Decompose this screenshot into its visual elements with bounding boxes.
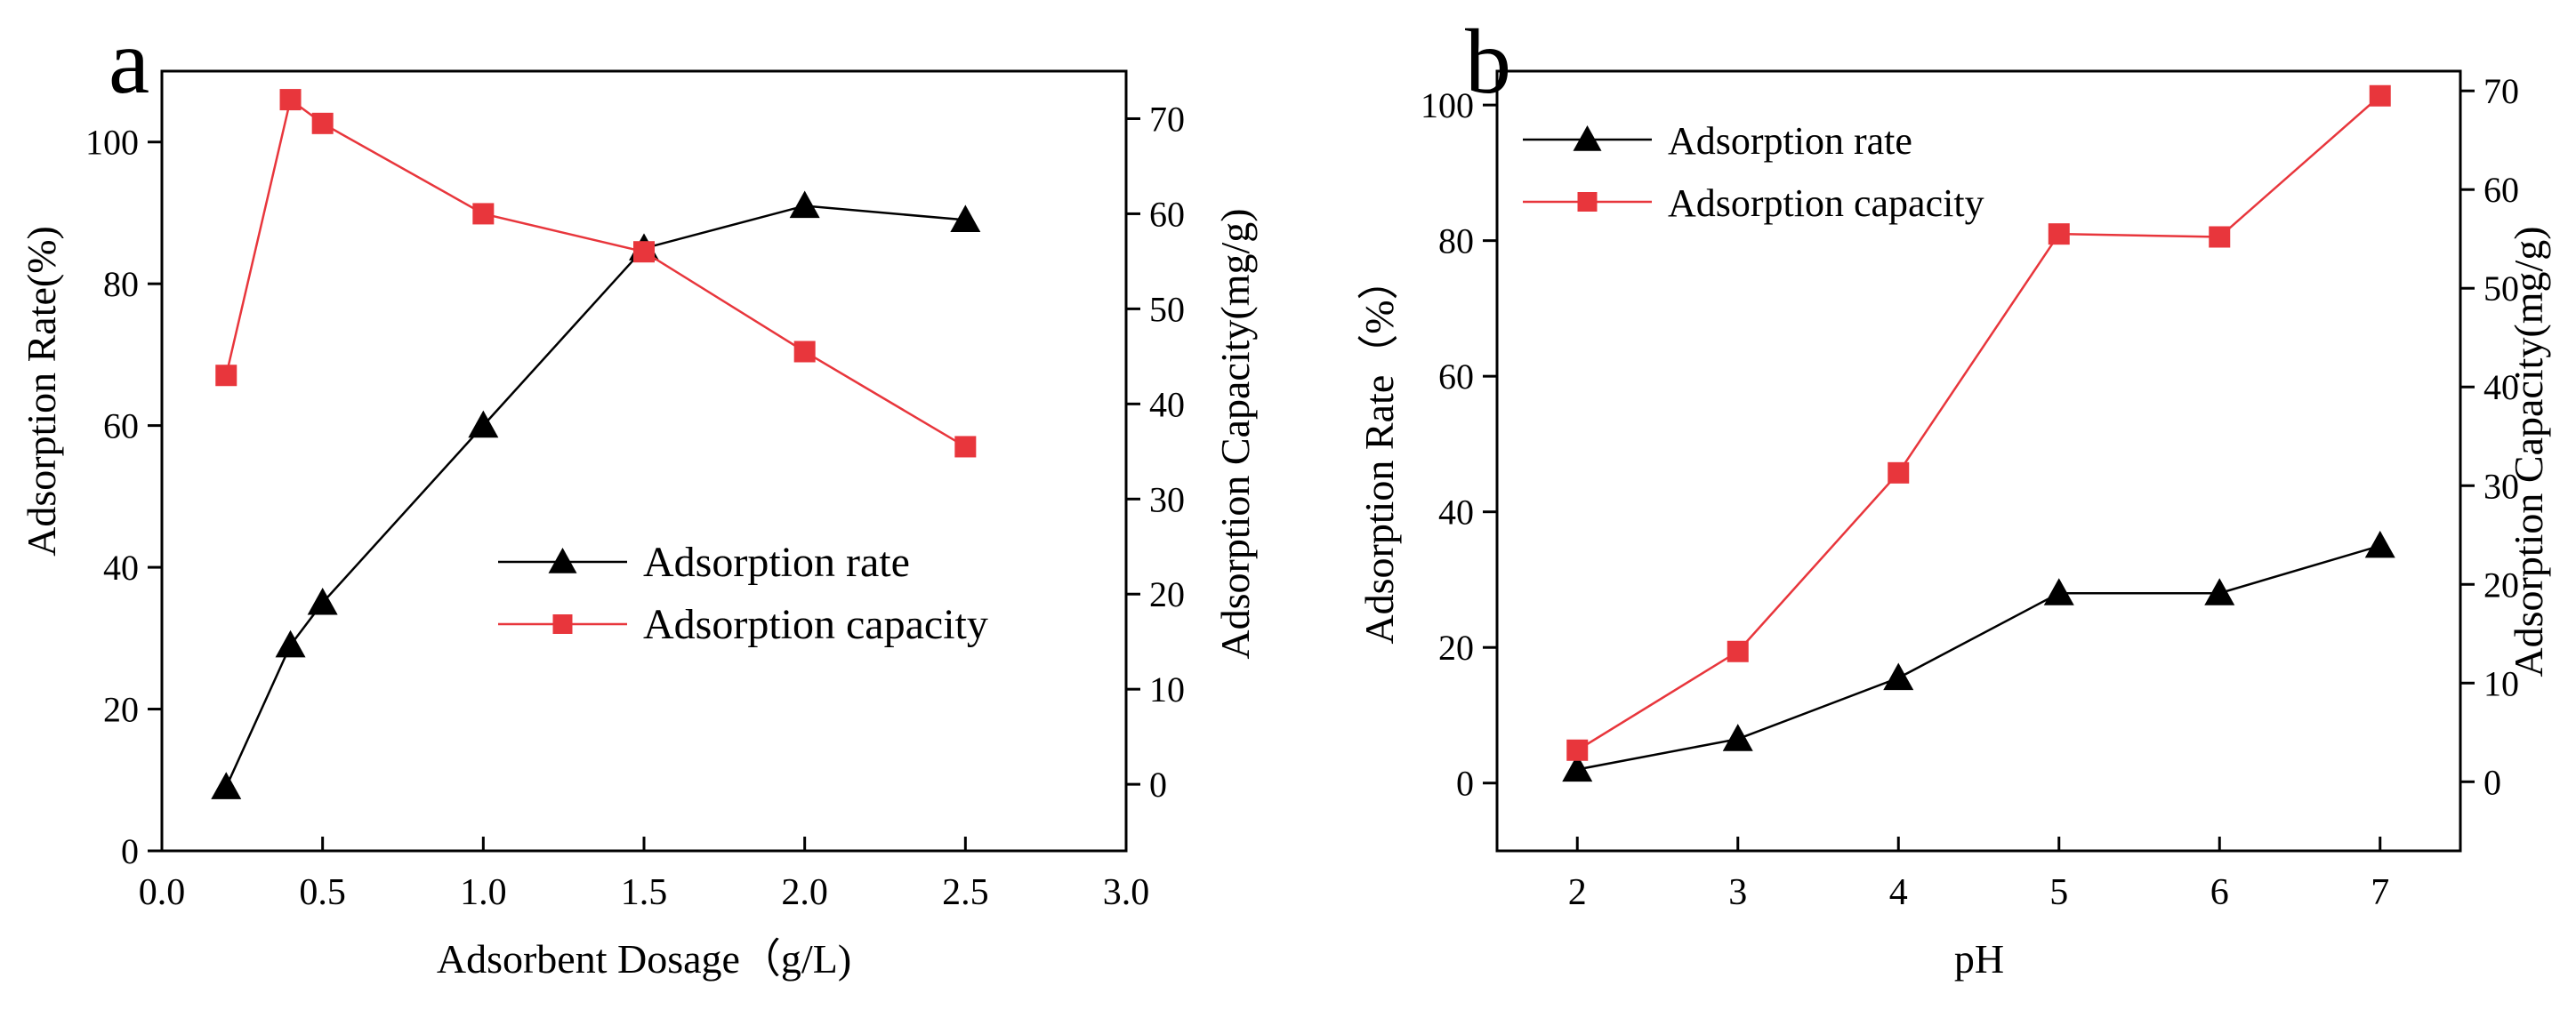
data-point-triangle <box>789 190 820 219</box>
data-point-square <box>1727 640 1749 662</box>
data-point-square <box>793 341 816 363</box>
legend-label: Adsorption rate <box>643 539 910 586</box>
x-tick-label: 2 <box>1568 872 1587 913</box>
legend: Adsorption rate Adsorption capacity <box>1523 119 1984 225</box>
data-point-square <box>2369 84 2391 107</box>
y2-tick-label: 0 <box>1149 765 1167 805</box>
y-tick-label: 100 <box>1421 85 1474 125</box>
y2-tick-label: 10 <box>1149 669 1185 709</box>
x-axis-label: Adsorbent Dosage（g/L) <box>437 936 851 982</box>
legend-marker-triangle <box>1573 125 1602 151</box>
legend-label: Adsorption capacity <box>1668 181 1984 225</box>
series-line <box>1576 94 2381 751</box>
data-point-triangle <box>1883 662 1914 691</box>
y2-tick-label: 60 <box>1149 194 1185 234</box>
y2-tick-label: 20 <box>2483 565 2519 605</box>
y-tick-label: 40 <box>1438 493 1474 533</box>
data-point-triangle <box>950 204 981 233</box>
x-tick-label: 0.5 <box>299 872 346 913</box>
plot-frame <box>1495 69 2462 853</box>
legend-marker-square <box>1577 192 1598 212</box>
y-tick-label: 80 <box>103 264 139 304</box>
y2-axis-label: Adsorption Capacity(mg/g) <box>2506 226 2551 677</box>
x-tick-label: 7 <box>2371 872 2389 913</box>
data-point-triangle <box>307 587 338 615</box>
y2-axis-label: Adsorption Capacity(mg/g) <box>1212 208 1258 659</box>
data-point-triangle <box>1562 754 1593 782</box>
data-point-square <box>2209 226 2231 248</box>
y-tick-label: 100 <box>85 123 139 163</box>
chart-panel-b: b2 3 4 5 6 7020406080100010203040506070pHAdso… <box>1356 11 2551 982</box>
legend-marker-triangle <box>548 548 577 573</box>
data-point-triangle <box>2364 530 2395 558</box>
legend: Adsorption rate Adsorption capacity <box>498 539 988 648</box>
legend-label: Adsorption rate <box>1668 119 1912 163</box>
y-tick-label: 0 <box>121 831 139 871</box>
data-point-square <box>1566 739 1589 761</box>
chart-panel-a: a 0.0 0.5 1.0 1.5 2.0 2.5 3.0 0 20 40 60 80 100 0 10 20 3… <box>19 11 1258 982</box>
data-point-triangle <box>211 772 242 799</box>
y2-tick-label: 60 <box>2483 170 2519 210</box>
series-line <box>225 97 966 448</box>
data-point-triangle <box>275 629 306 658</box>
y-tick-label: 60 <box>1438 357 1474 397</box>
legend-label: Adsorption capacity <box>643 601 988 648</box>
data-point-square <box>1888 461 1910 484</box>
x-tick-label: 3.0 <box>1103 872 1150 913</box>
data-point-square <box>633 241 655 263</box>
y-tick-label: 80 <box>1438 221 1474 261</box>
y2-tick-label: 0 <box>2483 762 2501 802</box>
series-line <box>225 204 966 788</box>
y-tick-label: 60 <box>103 406 139 446</box>
data-point-square <box>2048 223 2070 245</box>
y-axis-label: Adsorption Rate（%） <box>1356 259 1402 644</box>
plot-frame <box>160 69 1128 853</box>
data-point-square <box>279 89 302 111</box>
series-adsorption-capacity <box>1566 84 2391 761</box>
data-point-triangle <box>468 410 499 438</box>
legend-marker-square <box>552 614 573 634</box>
x-tick-label: 1.5 <box>621 872 668 913</box>
series-adsorption-rate <box>1562 530 2395 782</box>
y-tick-label: 20 <box>103 690 139 730</box>
x-tick-label: 6 <box>2210 872 2229 913</box>
y2-tick-label: 70 <box>2483 71 2519 111</box>
y-axis-label: Adsorption Rate(%) <box>19 226 64 557</box>
x-tick-label: 5 <box>2049 872 2068 913</box>
y2-tick-label: 30 <box>1149 479 1185 519</box>
data-point-triangle <box>2204 578 2235 605</box>
series-adsorption-capacity <box>215 89 977 458</box>
y2-tick-label: 20 <box>1149 574 1185 614</box>
y-tick-label: 0 <box>1456 764 1474 804</box>
data-point-square <box>954 436 977 458</box>
y2-tick-label: 30 <box>2483 466 2519 506</box>
x-tick-label: 2.0 <box>781 872 828 913</box>
y-tick-label: 20 <box>1438 628 1474 668</box>
y2-tick-label: 40 <box>1149 384 1185 424</box>
data-point-triangle <box>2043 578 2074 605</box>
y2-tick-label: 40 <box>2483 367 2519 407</box>
x-axis-label: pH <box>1954 936 2004 982</box>
x-tick-label: 0.0 <box>139 872 186 913</box>
y2-tick-label: 50 <box>1149 289 1185 329</box>
y2-tick-label: 70 <box>1149 99 1185 139</box>
x-tick-label: 4 <box>1889 872 1908 913</box>
series-adsorption-rate <box>211 190 981 799</box>
data-point-square <box>311 112 334 134</box>
panel-letter: b <box>1465 11 1511 113</box>
x-tick-label: 1.0 <box>460 872 507 913</box>
data-point-square <box>215 365 237 387</box>
x-tick-label: 3 <box>1728 872 1747 913</box>
y2-tick-label: 50 <box>2483 269 2519 309</box>
y2-tick-label: 10 <box>2483 663 2519 703</box>
series-line <box>1577 544 2381 771</box>
y-tick-label: 40 <box>103 548 139 588</box>
panel-letter: a <box>109 11 149 113</box>
data-point-triangle <box>1722 724 1753 751</box>
x-tick-label: 2.5 <box>942 872 989 913</box>
data-point-square <box>472 203 495 225</box>
